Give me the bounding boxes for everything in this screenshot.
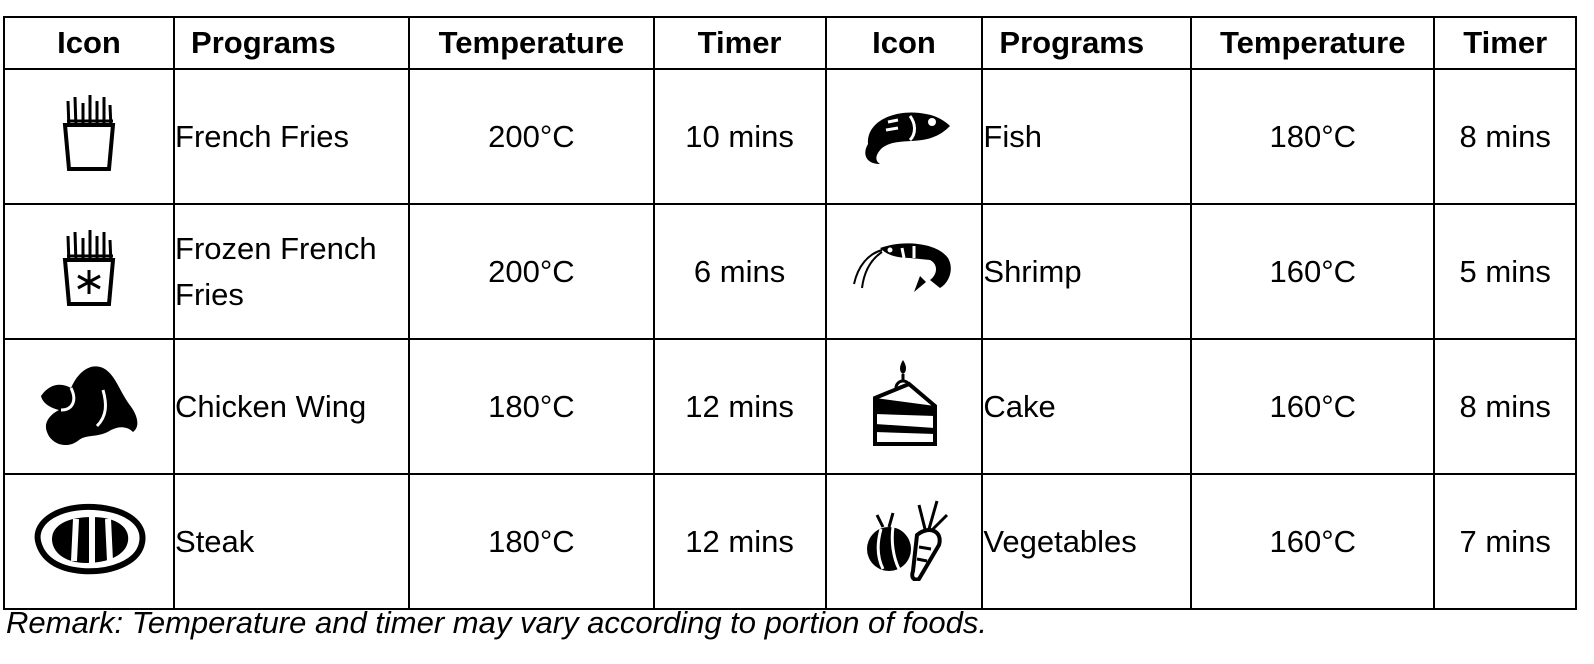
- frozen-french-fries-icon: [57, 228, 121, 316]
- program-name: Frozen French Fries: [173, 203, 411, 340]
- program-timer: 7 mins: [1433, 473, 1577, 610]
- header-temperature: Temperature: [1190, 16, 1436, 70]
- icon-cell: [824, 203, 984, 340]
- icon-cell: [824, 68, 984, 205]
- program-name: Steak: [173, 473, 411, 610]
- program-timer: 5 mins: [1433, 203, 1577, 340]
- program-name: Vegetables: [981, 473, 1193, 610]
- program-timer: 8 mins: [1433, 338, 1577, 475]
- program-name: Fish: [981, 68, 1193, 205]
- icon-cell: [824, 473, 984, 610]
- french-fries-icon: [57, 93, 121, 181]
- program-temperature: 200°C: [408, 203, 655, 340]
- icon-cell: [2, 68, 176, 205]
- icon-cell: [2, 338, 176, 475]
- cake-icon: [869, 358, 939, 456]
- table-row: Chicken Wing 180°C 12 mins Cake 160°C: [2, 338, 1577, 475]
- program-timer: 12 mins: [652, 473, 827, 610]
- table-row: Frozen French Fries 200°C 6 mins Shrimp …: [2, 203, 1577, 340]
- header-icon: Icon: [2, 16, 176, 70]
- cooking-programs-table: Icon Programs Temperature Timer Icon Pro…: [2, 16, 1577, 610]
- header-icon: Icon: [824, 16, 984, 70]
- program-temperature: 160°C: [1190, 338, 1436, 475]
- program-temperature: 160°C: [1190, 473, 1436, 610]
- icon-cell: [2, 203, 176, 340]
- header-timer: Timer: [1433, 16, 1577, 70]
- program-temperature: 180°C: [408, 473, 655, 610]
- vegetables-icon: [859, 495, 949, 589]
- program-temperature: 180°C: [1190, 68, 1436, 205]
- program-name: French Fries: [173, 68, 411, 205]
- remark-note: Remark: Temperature and timer may vary a…: [6, 605, 987, 640]
- program-timer: 8 mins: [1433, 68, 1577, 205]
- program-timer: 12 mins: [652, 338, 827, 475]
- program-name: Cake: [981, 338, 1193, 475]
- shrimp-icon: [852, 240, 956, 304]
- header-row: Icon Programs Temperature Timer Icon Pro…: [2, 16, 1577, 70]
- program-temperature: 160°C: [1190, 203, 1436, 340]
- steak-icon: [30, 501, 148, 583]
- table-row: French Fries 200°C 10 mins Fish 180°C 8 …: [2, 68, 1577, 205]
- program-temperature: 180°C: [408, 338, 655, 475]
- program-temperature: 200°C: [408, 68, 655, 205]
- header-programs: Programs: [173, 16, 411, 70]
- icon-cell: [2, 473, 176, 610]
- icon-cell: [824, 338, 984, 475]
- header-programs: Programs: [981, 16, 1193, 70]
- program-name: Chicken Wing: [173, 338, 411, 475]
- table-row: Steak 180°C 12 mins Vegetables 160°C 7: [2, 473, 1577, 610]
- header-temperature: Temperature: [408, 16, 655, 70]
- chicken-wing-icon: [37, 360, 141, 454]
- program-timer: 6 mins: [652, 203, 827, 340]
- fish-icon: [858, 98, 950, 176]
- program-name: Shrimp: [981, 203, 1193, 340]
- program-timer: 10 mins: [652, 68, 827, 205]
- header-timer: Timer: [652, 16, 827, 70]
